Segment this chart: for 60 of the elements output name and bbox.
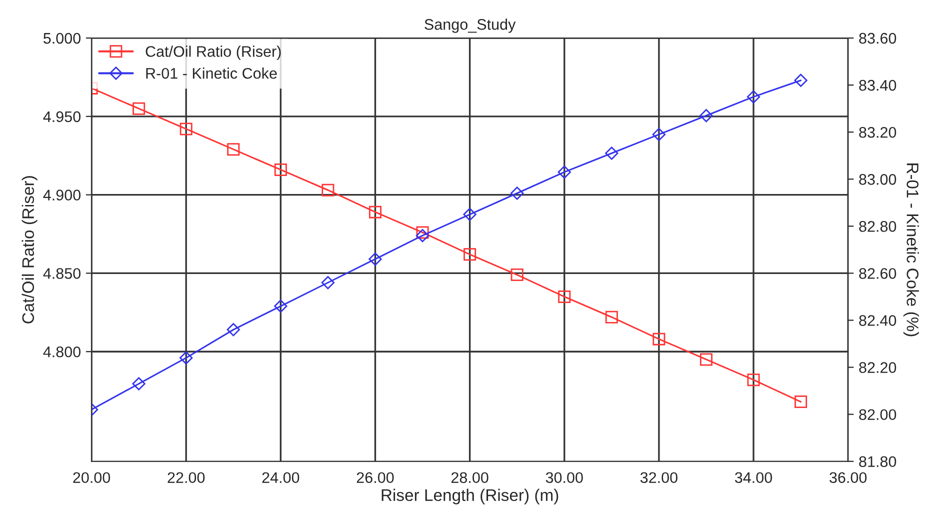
point xyxy=(558,290,571,303)
point xyxy=(652,332,666,346)
point xyxy=(794,396,808,408)
x-tick-label: 36.00 xyxy=(830,472,867,484)
point xyxy=(747,374,760,386)
x-axis-title: Riser Length (Riser) (m) xyxy=(382,488,558,504)
point xyxy=(605,146,618,160)
x-tick-label: 32.00 xyxy=(640,472,678,484)
y-tick-label: 4.950 xyxy=(43,111,81,122)
y2-tick-label: 82.40 xyxy=(859,315,896,326)
x-tick-label: 30.00 xyxy=(546,472,583,484)
point xyxy=(227,143,240,156)
point xyxy=(794,74,808,87)
y2-tick-label: 82.80 xyxy=(859,221,896,232)
y-axis-title: Cat/Oil Ratio (Riser) xyxy=(22,176,38,324)
x-tick-label: 34.00 xyxy=(734,472,772,484)
point xyxy=(700,109,713,122)
x-tick-label: 24.00 xyxy=(262,472,300,484)
y-tick-label: 4.900 xyxy=(43,190,81,201)
point xyxy=(132,377,146,390)
point xyxy=(274,163,287,176)
y2-tick-label: 81.80 xyxy=(859,456,896,468)
point xyxy=(605,310,618,324)
point xyxy=(510,268,524,282)
point xyxy=(180,351,193,364)
y2-tick-label: 82.00 xyxy=(859,409,896,420)
legend-label: R-01 - Kinetic Coke xyxy=(146,68,277,79)
y2-tick-label: 83.20 xyxy=(859,126,896,138)
point xyxy=(700,353,712,366)
y2-axis-title: R-01 - Kinetic Coke (%) xyxy=(903,164,919,336)
chart-title: Sango_Study xyxy=(424,18,516,33)
legend-label: Cat/Oil Ratio (Riser) xyxy=(146,46,281,60)
y2-tick-label: 83.60 xyxy=(859,32,896,44)
point xyxy=(416,229,430,242)
point xyxy=(132,102,146,115)
point xyxy=(226,323,240,336)
point xyxy=(322,184,334,196)
y2-tick-label: 83.00 xyxy=(859,174,896,185)
point xyxy=(463,208,476,222)
point xyxy=(368,252,382,266)
point xyxy=(746,90,760,104)
y2-tick-label: 82.20 xyxy=(859,362,896,373)
point xyxy=(274,300,288,313)
y2-tick-label: 83.40 xyxy=(859,80,896,91)
x-tick-label: 22.00 xyxy=(168,472,205,484)
point xyxy=(368,206,382,218)
point xyxy=(558,165,571,179)
point xyxy=(652,128,666,142)
x-tick-label: 20.00 xyxy=(73,472,110,484)
point xyxy=(180,122,192,136)
y2-tick-label: 82.60 xyxy=(859,268,896,279)
point xyxy=(321,276,335,290)
y-tick-label: 4.800 xyxy=(43,346,81,358)
x-tick-label: 26.00 xyxy=(356,472,394,484)
point xyxy=(510,186,524,200)
point xyxy=(416,226,429,239)
x-tick-label: 28.00 xyxy=(451,472,488,484)
y-tick-label: 4.850 xyxy=(43,268,81,279)
point xyxy=(464,248,476,261)
y-tick-label: 5.000 xyxy=(44,32,81,44)
